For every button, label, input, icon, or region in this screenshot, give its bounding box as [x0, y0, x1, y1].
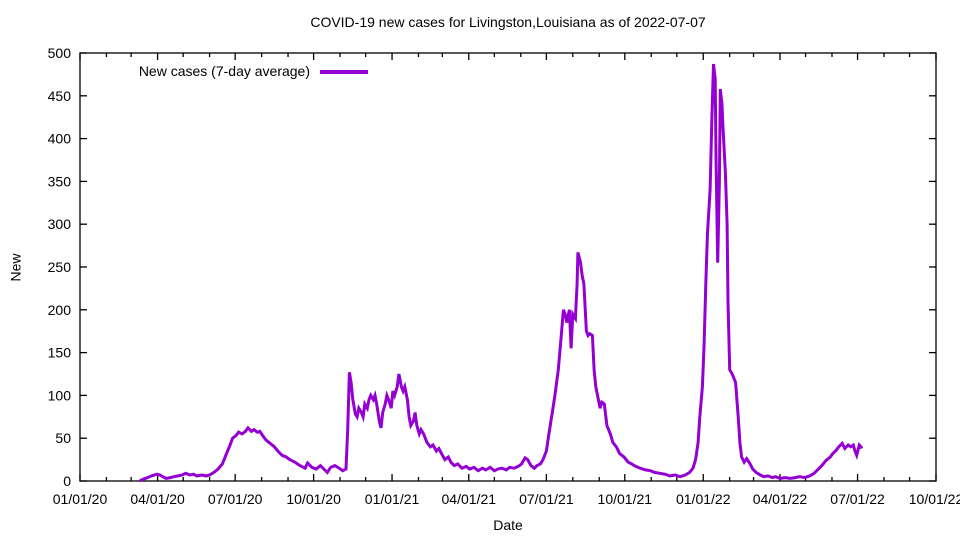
legend-label: New cases (7-day average)	[138, 63, 310, 79]
x-tick-label: 07/01/20	[208, 491, 263, 507]
y-tick-label: 400	[48, 131, 72, 147]
x-tick-label: 07/01/21	[519, 491, 574, 507]
x-tick-label: 07/01/22	[830, 491, 885, 507]
x-tick-label: 10/01/21	[598, 491, 653, 507]
y-tick-label: 500	[48, 45, 72, 61]
chart-title: COVID-19 new cases for Livingston,Louisi…	[310, 14, 706, 30]
x-tick-label: 10/01/22	[909, 491, 960, 507]
y-tick-label: 50	[55, 430, 71, 446]
cases-line-series	[139, 63, 864, 483]
x-tick-label: 01/01/20	[53, 491, 108, 507]
plot-border	[79, 52, 937, 482]
x-tick-label: 04/01/20	[130, 491, 185, 507]
y-tick-label: 300	[48, 216, 72, 232]
y-tick-label: 200	[48, 302, 72, 318]
y-tick-label: 100	[48, 387, 72, 403]
legend: New cases (7-day average)	[96, 63, 368, 80]
x-axis-title: Date	[493, 517, 523, 533]
x-tick-label: 01/01/21	[365, 491, 420, 507]
x-tick-label: 10/01/20	[286, 491, 341, 507]
y-tick-label: 450	[48, 88, 72, 104]
y-tick-label: 150	[48, 345, 72, 361]
x-tick-label: 04/01/21	[442, 491, 497, 507]
x-tick-label: 01/01/22	[676, 491, 731, 507]
y-tick-label: 350	[48, 173, 72, 189]
y-tick-label: 250	[48, 259, 72, 275]
legend-line-sample-icon	[320, 69, 368, 74]
x-tick-label: 04/01/22	[753, 491, 808, 507]
y-tick-label: 0	[63, 473, 71, 489]
